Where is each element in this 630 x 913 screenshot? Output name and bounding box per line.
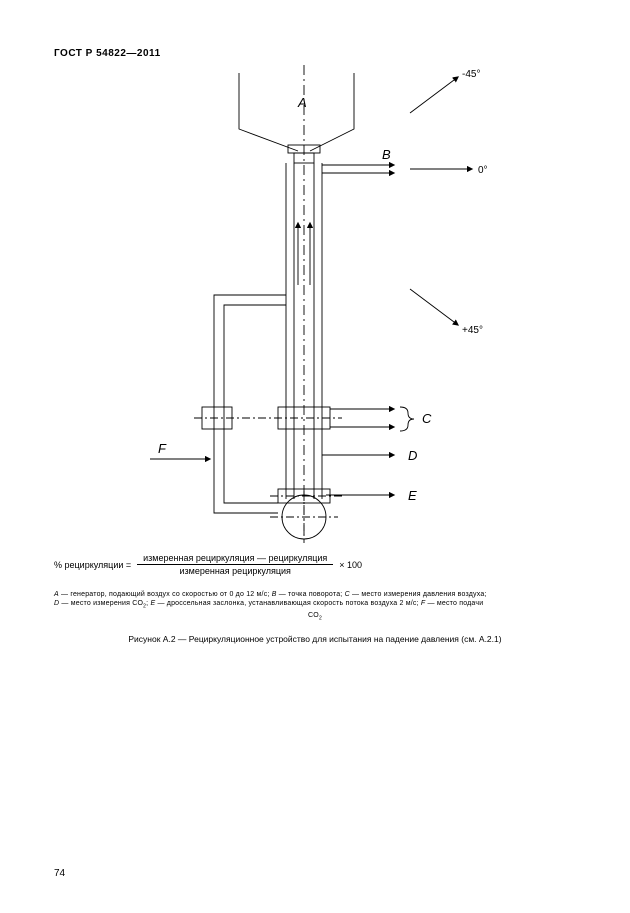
label-D: D bbox=[408, 448, 417, 463]
formula-numerator: измеренная рециркуляция — рециркуляция bbox=[137, 553, 333, 565]
page-number: 74 bbox=[54, 868, 65, 879]
page-header: ГОСТ Р 54822—2011 bbox=[54, 48, 576, 59]
diagram: A B C D E F -45° 0° +45° bbox=[54, 59, 576, 549]
legend-co2: CO bbox=[308, 612, 319, 619]
label-B: B bbox=[382, 147, 391, 162]
label-F: F bbox=[158, 441, 167, 456]
label-C: C bbox=[422, 411, 432, 426]
legend-text: — точка поворота; bbox=[277, 591, 345, 598]
legend-text: — дроссельная заслонка, устанавливающая … bbox=[155, 600, 421, 607]
label-neg45: -45° bbox=[462, 69, 480, 80]
legend-text: — место подачи bbox=[425, 600, 483, 607]
label-pos45: +45° bbox=[462, 325, 483, 336]
legend-sub: 2 bbox=[319, 615, 322, 621]
legend-text: — место измерения CO bbox=[59, 600, 143, 607]
label-E: E bbox=[408, 488, 417, 503]
legend-text: — место измерения давления воздуха; bbox=[350, 591, 487, 598]
label-0: 0° bbox=[478, 165, 488, 176]
figure-caption: Рисунок А.2 — Рециркуляционное устройств… bbox=[54, 634, 576, 644]
formula-tail: × 100 bbox=[339, 560, 362, 570]
formula: % рециркуляции = измеренная рециркуляция… bbox=[54, 553, 576, 576]
formula-lhs: % рециркуляции = bbox=[54, 560, 131, 570]
label-A: A bbox=[297, 95, 307, 110]
legend: A — генератор, подающий воздух со скорос… bbox=[54, 590, 576, 622]
formula-denominator: измеренная рециркуляция bbox=[137, 565, 333, 576]
legend-text: — генератор, подающий воздух со скорость… bbox=[59, 591, 272, 598]
